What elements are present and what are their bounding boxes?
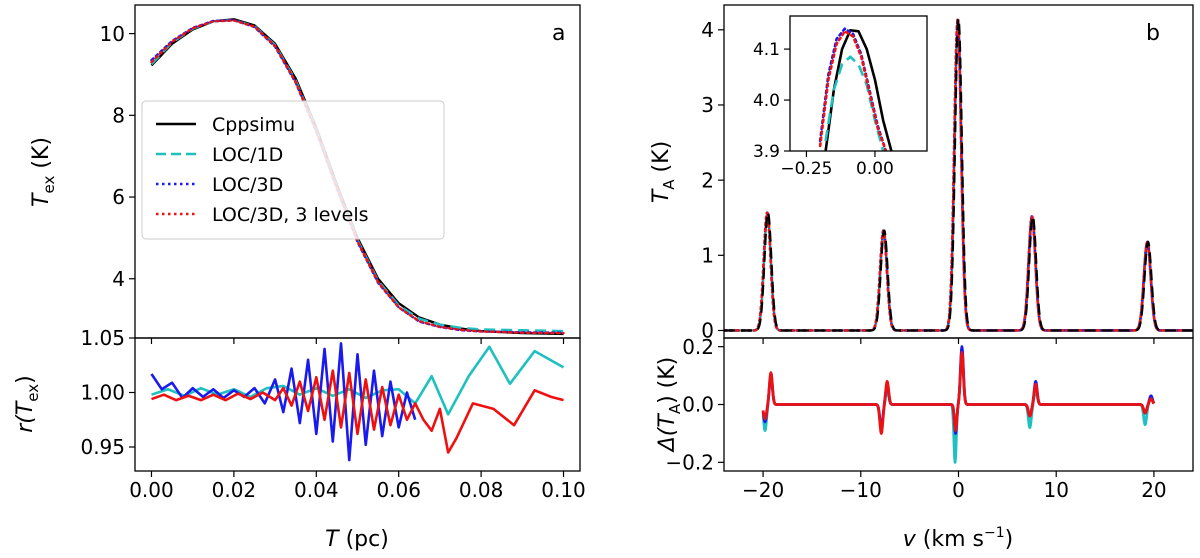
- b-bottom-xtick-label: 0: [952, 478, 965, 502]
- b-top-ytick-label: 4: [701, 18, 714, 42]
- panel-a-bottom-xticks: 0.00 0.02 0.04 0.06 0.08 0.10: [129, 471, 586, 502]
- panel-b-inset-background: [790, 16, 927, 151]
- panel-a-bottom: 0.95 1.00 1.05 0.00 0.02 0.04 0.06 0.08 0.10 r(…: [13, 326, 586, 552]
- panel-b-inset-plot-area: [818, 27, 893, 151]
- panel-a-bottom-plot-area: [150, 342, 565, 462]
- panel-a-bottom-ylabel: r(Tex): [13, 375, 42, 433]
- panel-b-top: 0 1 2 3 4 b TA (K) 3.9 4.0 4.1 −0.25 0.00: [649, 4, 1194, 344]
- panel-b-top-xticks: [762, 338, 1155, 344]
- panel-b-inset: 3.9 4.0 4.1 −0.25 0.00: [753, 15, 928, 179]
- b-bottom-xtick-label: −10: [840, 478, 882, 502]
- legend-label-loc3d: LOC/3D: [212, 174, 283, 196]
- panel-b-bottom: −0.2 0.0 0.2 −20 −10 0 10 20 Δ(TA) (K) v (km s…: [655, 335, 1194, 552]
- panel-a-top: 4 6 8 10 a Tex (K) Cppsimu LOC/1D LOC/3D LO…: [29, 4, 581, 344]
- b-bottom-series-loc-3d-3-levels: [761, 351, 1156, 435]
- a-bottom-xtick-label: 0.06: [376, 478, 421, 502]
- panel-a-top-ylabel: Tex (K): [29, 137, 58, 207]
- panel-a-label: a: [552, 21, 565, 46]
- panel-a-bottom-yticks: 0.95 1.00 1.05: [80, 326, 135, 459]
- a-bottom-xtick-label: 0.10: [541, 478, 586, 502]
- a-bottom-xtick-label: 0.00: [129, 478, 174, 502]
- panel-b-top-ylabel: TA (K): [649, 141, 678, 203]
- b-inset-series-loc-3d-3-levels: [818, 29, 888, 151]
- panel-a-bottom-frame: [134, 337, 581, 472]
- a-bottom-xtick-label: 0.02: [212, 478, 257, 502]
- a-bottom-ytick-label: 0.95: [80, 435, 125, 459]
- a-bottom-ytick-label: 1.00: [80, 381, 125, 405]
- legend-label-loc3d-3levels: LOC/3D, 3 levels: [212, 204, 369, 226]
- panel-b-bottom-yticks: −0.2 0.0 0.2: [665, 335, 724, 475]
- b-bottom-ytick-label: −0.2: [665, 451, 714, 475]
- legend-label-loc1d: LOC/1D: [212, 144, 283, 166]
- panel-b-inset-xticks: −0.25 0.00: [780, 151, 894, 179]
- legend-label-cppsimu: Cppsimu: [212, 114, 295, 136]
- panel-b-top-plot-area: [724, 17, 1193, 332]
- panel-b-top-yticks: 0 1 2 3 4: [701, 18, 724, 343]
- panel-b-xlabel: v (km s−1): [903, 525, 1013, 552]
- panel-b-bottom-plot-area: [761, 345, 1156, 464]
- panel-b-bottom-xticks: −20 −10 0 10 20: [742, 471, 1167, 502]
- b-inset-ytick-label: 3.9: [753, 142, 780, 162]
- panel-a-xlabel: T (pc): [325, 527, 389, 552]
- legend-box: [141, 100, 445, 240]
- b-top-series-cppsimu: [724, 17, 1193, 332]
- a-top-ytick-label: 6: [112, 185, 125, 209]
- panel-a-top-xticks: [150, 338, 565, 344]
- b-top-ytick-label: 0: [701, 319, 714, 343]
- panel-b-inset-yticks: 3.9 4.0 4.1: [753, 40, 790, 162]
- a-bottom-series-loc-1d: [151, 345, 565, 416]
- b-top-ytick-label: 1: [701, 244, 714, 268]
- b-top-ytick-label: 3: [701, 93, 714, 117]
- b-inset-series-cppsimu: [824, 28, 893, 151]
- panel-a-top-yticks: 4 6 8 10: [100, 22, 135, 291]
- a-top-ytick-label: 10: [100, 22, 125, 46]
- a-bottom-xtick-label: 0.08: [459, 478, 504, 502]
- legend: Cppsimu LOC/1D LOC/3D LOC/3D, 3 levels: [141, 100, 445, 240]
- b-bottom-xtick-label: 20: [1141, 478, 1166, 502]
- b-inset-xtick-label: −0.25: [780, 159, 832, 179]
- b-top-ytick-label: 2: [701, 168, 714, 192]
- b-bottom-xtick-label: −20: [742, 478, 784, 502]
- a-bottom-ytick-label: 1.05: [80, 326, 125, 350]
- panel-b-inset-frame: [789, 15, 928, 152]
- a-bottom-xtick-label: 0.04: [294, 478, 339, 502]
- b-inset-ytick-label: 4.0: [753, 91, 780, 111]
- b-inset-ytick-label: 4.1: [753, 40, 780, 60]
- a-bottom-series-loc-3d-3-levels: [151, 369, 564, 454]
- b-bottom-ytick-label: 0.0: [682, 393, 714, 417]
- b-bottom-xtick-label: 10: [1043, 478, 1068, 502]
- panel-b-label: b: [1146, 21, 1160, 46]
- a-bottom-series-loc-3d: [150, 342, 417, 462]
- a-top-ytick-label: 8: [112, 104, 125, 128]
- panel-b-bottom-ylabel: Δ(TA) (K): [655, 357, 684, 454]
- a-top-ytick-label: 4: [112, 267, 125, 291]
- b-bottom-ytick-label: 0.2: [682, 335, 714, 359]
- b-inset-xtick-label: 0.00: [856, 159, 894, 179]
